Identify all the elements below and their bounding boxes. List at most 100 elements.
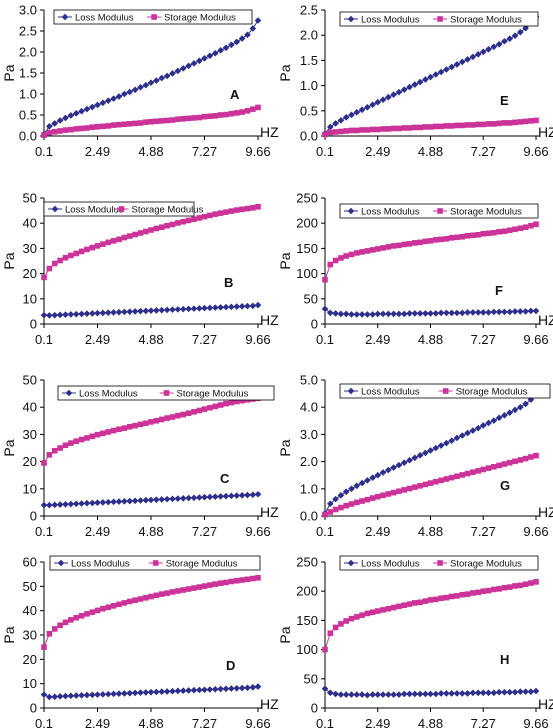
x-tick-label: 4.88 <box>138 524 163 539</box>
loss-modulus-point <box>110 498 117 506</box>
loss-modulus-point <box>374 98 382 106</box>
loss-modulus-point <box>46 501 53 509</box>
chart-panel-a: 0.0 0.5 1.0 1.5 2.0 2.5 3.0 0.1 2.49 4.88 7.27 9.66… <box>0 0 279 182</box>
x-tick-label: 4.88 <box>138 144 163 159</box>
storage-modulus-point <box>464 470 471 477</box>
storage-modulus-point <box>132 422 138 429</box>
y-tick-label: 250 <box>296 555 318 570</box>
loss-modulus-point <box>89 499 96 507</box>
x-tick-label: 4.88 <box>138 716 163 728</box>
loss-modulus-point <box>406 456 413 464</box>
loss-modulus-point <box>342 310 350 318</box>
loss-modulus-point <box>228 492 235 500</box>
y-tick-label: 40 <box>23 216 37 231</box>
loss-modulus-point <box>206 686 214 693</box>
loss-modulus-point <box>437 442 445 449</box>
legend-loss-marker <box>347 207 355 215</box>
storage-modulus-point <box>412 240 418 246</box>
loss-modulus-point <box>72 110 80 117</box>
storage-modulus-point <box>100 123 106 130</box>
loss-modulus-point <box>126 308 134 315</box>
legend: Loss Modulus Storage Modulus <box>43 201 204 217</box>
loss-modulus-point <box>72 692 80 699</box>
y-tick-label: 150 <box>296 241 318 256</box>
legend-storage-marker <box>437 16 443 22</box>
loss-modulus-point <box>131 308 139 315</box>
loss-modulus-point <box>142 81 150 89</box>
storage-modulus-point <box>250 575 256 582</box>
loss-modulus-point <box>94 309 101 317</box>
x-tick-label: 2.49 <box>85 716 110 728</box>
loss-modulus-point <box>201 304 208 312</box>
loss-modulus-point <box>469 689 477 697</box>
storage-modulus-series <box>322 579 539 653</box>
loss-modulus-point <box>147 688 155 696</box>
loss-modulus-point <box>495 688 503 696</box>
storage-modulus-point <box>459 234 466 240</box>
x-tick-label: 9.66 <box>523 716 548 728</box>
storage-modulus-point <box>228 208 235 214</box>
storage-modulus-point <box>528 580 534 586</box>
storage-modulus-point <box>496 462 502 469</box>
storage-modulus-point <box>191 585 197 591</box>
y-tick-label: 10 <box>23 291 37 306</box>
loss-modulus-point <box>527 688 535 695</box>
y-tick-label: 10 <box>23 481 37 496</box>
storage-modulus-point <box>41 460 47 466</box>
storage-modulus-point <box>396 488 402 495</box>
loss-modulus-point <box>443 690 450 697</box>
loss-modulus-point <box>522 308 529 315</box>
storage-modulus-point <box>364 248 371 254</box>
storage-modulus-point <box>46 265 53 272</box>
loss-modulus-point <box>522 688 529 695</box>
x-tick-label: 9.66 <box>245 716 270 728</box>
loss-modulus-point <box>233 303 241 310</box>
storage-modulus-point <box>338 255 344 261</box>
loss-modulus-point <box>485 46 492 53</box>
storage-modulus-point <box>332 506 339 513</box>
storage-modulus-point <box>68 252 74 259</box>
loss-modulus-point <box>62 501 69 508</box>
loss-modulus-point <box>411 81 419 88</box>
loss-modulus-point <box>137 497 144 504</box>
loss-modulus-point <box>158 496 166 503</box>
loss-modulus-point <box>332 120 339 127</box>
chart-panel-f: 0 50 100 150 200 250 0.1 2.49 4.88 7.27 9.66 Pa HZ Lo… <box>276 182 553 364</box>
loss-modulus-point <box>464 309 471 316</box>
loss-modulus-point <box>78 692 85 699</box>
loss-modulus-point <box>40 311 48 319</box>
y-axis-label: Pa <box>277 252 293 269</box>
storage-modulus-point <box>51 260 58 267</box>
storage-modulus-point <box>217 402 224 408</box>
loss-modulus-point <box>479 689 487 697</box>
loss-modulus-point <box>501 308 508 316</box>
loss-modulus-point <box>206 52 214 60</box>
storage-modulus-point <box>448 593 455 600</box>
loss-modulus-point <box>506 308 514 316</box>
x-axis-label: HZ <box>538 124 553 140</box>
storage-modulus-point <box>89 609 96 615</box>
loss-modulus-point <box>522 400 529 408</box>
storage-modulus-point <box>153 418 160 424</box>
storage-modulus-point <box>121 425 128 431</box>
loss-modulus-point <box>474 51 482 58</box>
storage-modulus-point <box>364 496 371 503</box>
storage-modulus-point <box>217 210 224 216</box>
loss-modulus-point <box>337 117 345 124</box>
loss-modulus-point <box>179 305 187 313</box>
storage-modulus-point <box>422 481 429 488</box>
storage-modulus-point <box>422 238 429 245</box>
panel-letter: B <box>224 275 233 290</box>
loss-modulus-series <box>321 390 540 517</box>
storage-modulus-point <box>454 122 460 129</box>
loss-modulus-point <box>511 32 519 40</box>
loss-modulus-point <box>406 83 413 91</box>
storage-modulus-point <box>533 117 539 124</box>
storage-modulus-point <box>438 123 444 130</box>
loss-modulus-point <box>228 303 235 311</box>
x-tick-label: 9.66 <box>245 144 270 159</box>
storage-modulus-point <box>390 125 397 132</box>
loss-modulus-point <box>453 690 461 697</box>
legend-loss-marker <box>51 205 59 213</box>
storage-modulus-point <box>343 128 349 134</box>
